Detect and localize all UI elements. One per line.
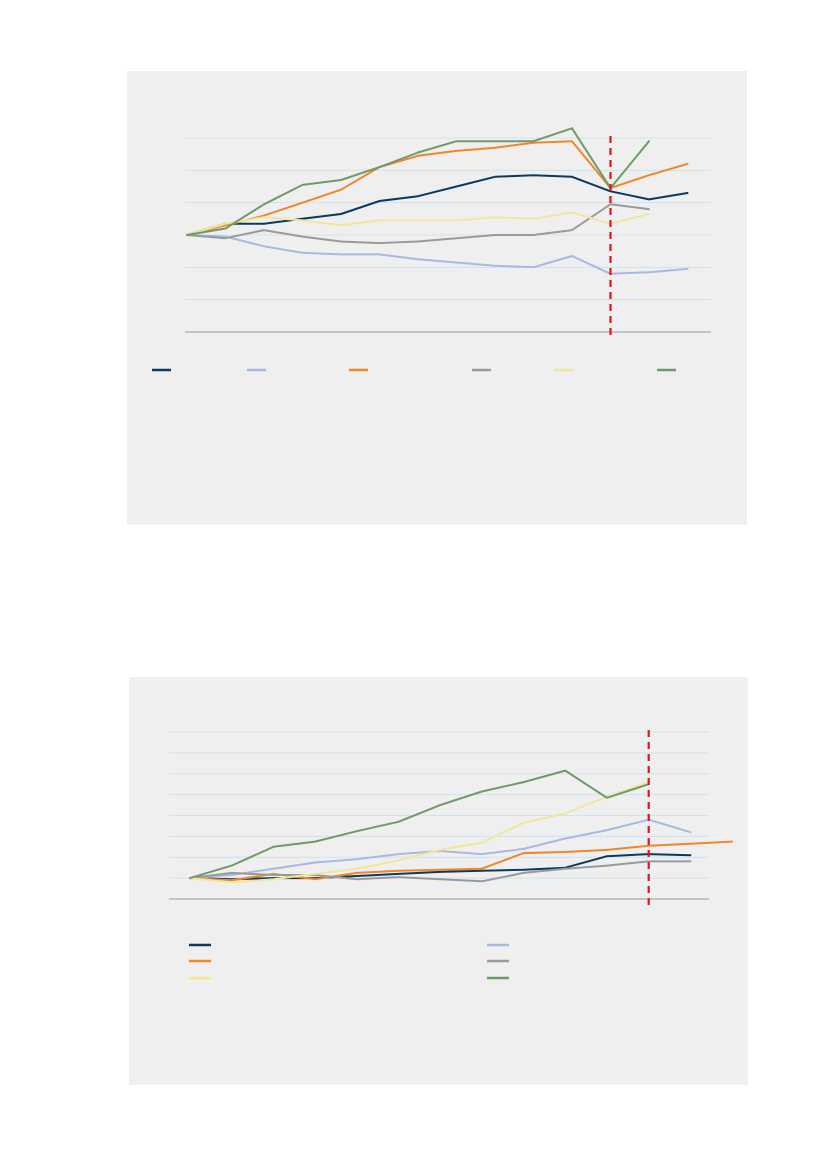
chart-panel-bottom	[129, 677, 748, 1085]
line-chart-bottom	[169, 730, 734, 980]
series-line-6	[189, 769, 650, 880]
line-chart-top	[152, 127, 711, 372]
series-line-5	[189, 781, 650, 884]
series-line-1	[189, 853, 692, 881]
series-line-6	[186, 127, 650, 236]
series-line-3	[186, 140, 689, 236]
series-line-1	[186, 174, 689, 236]
series-line-2	[186, 234, 689, 275]
series-line-4	[189, 860, 692, 883]
series-line-2	[189, 818, 692, 880]
series-line-4	[186, 203, 650, 245]
series-line-5	[186, 211, 650, 236]
chart-panel-top	[127, 71, 747, 525]
